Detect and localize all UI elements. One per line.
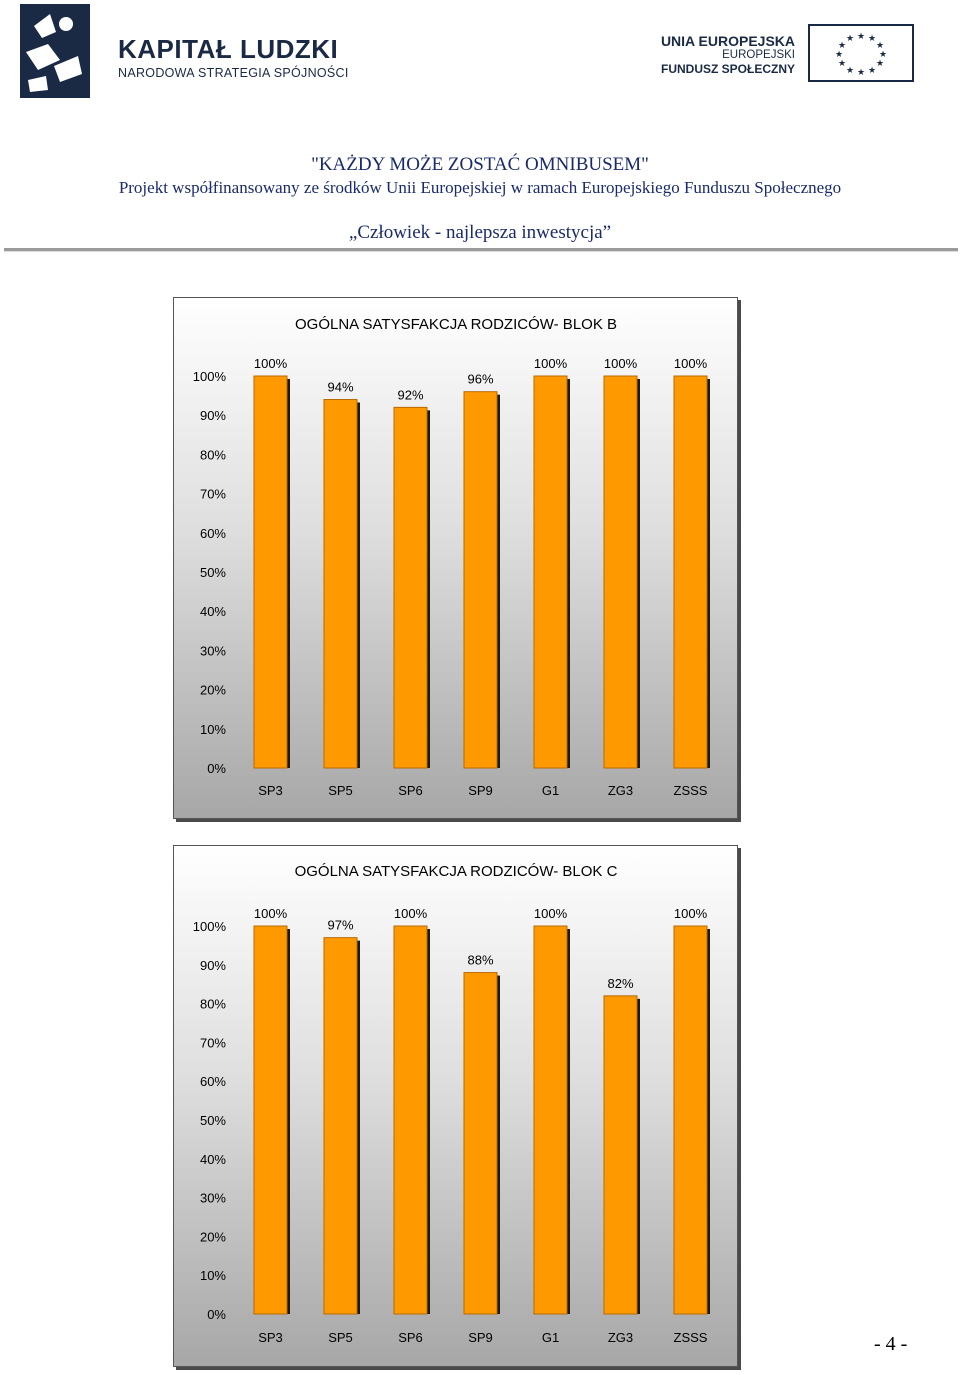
x-tick-label: ZG3 bbox=[608, 1330, 633, 1345]
chart-title: OGÓLNA SATYSFAKCJA RODZICÓW- BLOK B bbox=[295, 316, 617, 333]
svg-text:★: ★ bbox=[868, 34, 876, 44]
svg-text:★: ★ bbox=[857, 32, 865, 42]
svg-text:★: ★ bbox=[857, 68, 865, 78]
y-tick-label: 50% bbox=[200, 1113, 226, 1128]
data-label: 96% bbox=[467, 372, 493, 387]
x-tick-label: SP3 bbox=[258, 1330, 283, 1345]
y-tick-label: 20% bbox=[200, 1229, 226, 1244]
bar-sp6 bbox=[393, 925, 428, 1315]
data-label: 100% bbox=[254, 356, 288, 371]
y-tick-label: 10% bbox=[200, 1268, 226, 1283]
bar-g1 bbox=[533, 925, 568, 1315]
svg-text:★: ★ bbox=[846, 34, 854, 44]
x-tick-label: G1 bbox=[542, 1330, 559, 1345]
y-tick-label: 100% bbox=[193, 919, 227, 934]
y-tick-label: 100% bbox=[193, 369, 227, 384]
bar-sp5 bbox=[323, 399, 358, 769]
data-label: 100% bbox=[254, 906, 288, 921]
bar-sp5 bbox=[323, 937, 358, 1315]
data-label: 100% bbox=[674, 356, 708, 371]
x-tick-label: SP5 bbox=[328, 783, 353, 798]
bar-zg3 bbox=[603, 995, 638, 1315]
project-title: "KAŻDY MOŻE ZOSTAĆ OMNIBUSEM" bbox=[311, 154, 649, 175]
x-tick-label: SP6 bbox=[398, 783, 423, 798]
bar-zsss bbox=[673, 925, 708, 1315]
data-label: 100% bbox=[604, 356, 638, 371]
y-tick-label: 80% bbox=[200, 447, 226, 462]
y-tick-label: 70% bbox=[200, 1035, 226, 1050]
y-tick-label: 80% bbox=[200, 997, 226, 1012]
kapital-ludzki-title: KAPITAŁ LUDZKI bbox=[118, 34, 339, 64]
data-label: 92% bbox=[397, 387, 423, 402]
bar-zg3 bbox=[603, 375, 638, 769]
eu-line-2: EUROPEJSKI bbox=[722, 49, 795, 61]
y-tick-label: 0% bbox=[207, 1307, 226, 1322]
eu-line-3: FUNDUSZ SPOŁECZNY bbox=[660, 62, 795, 76]
svg-text:★: ★ bbox=[868, 66, 876, 76]
svg-text:★: ★ bbox=[835, 50, 843, 60]
y-tick-label: 30% bbox=[200, 1191, 226, 1206]
chart-blok-c-svg: OGÓLNA SATYSFAKCJA RODZICÓW- BLOK C 0% 10%… bbox=[193, 863, 710, 1345]
y-tick-label: 40% bbox=[200, 1152, 226, 1167]
x-tick-label: SP9 bbox=[468, 783, 493, 798]
kapital-ludzki-emblem-icon bbox=[20, 4, 90, 98]
svg-text:★: ★ bbox=[846, 66, 854, 76]
page-number: - 4 - bbox=[874, 1333, 908, 1355]
svg-text:★: ★ bbox=[876, 59, 884, 69]
bar-sp6 bbox=[393, 406, 428, 769]
chart-blok-b-svg: OGÓLNA SATYSFAKCJA RODZICÓW- BLOK B 0% 10%… bbox=[193, 316, 710, 798]
eu-flag-icon: ★ ★ ★ ★ ★ ★ ★ ★ ★ ★ ★ ★ bbox=[808, 24, 914, 82]
data-label: 94% bbox=[327, 380, 353, 395]
data-label: 100% bbox=[534, 356, 568, 371]
slogan: „Człowiek - najlepsza inwestycja” bbox=[348, 222, 612, 243]
x-tick-label: ZSSS bbox=[674, 1330, 708, 1345]
x-tick-label: ZSSS bbox=[674, 783, 708, 798]
bar-sp9 bbox=[463, 972, 498, 1315]
bar-g1 bbox=[533, 375, 568, 769]
eu-line-1: UNIA EUROPEJSKA bbox=[660, 33, 795, 49]
y-tick-label: 50% bbox=[200, 565, 226, 580]
data-label: 100% bbox=[534, 906, 568, 921]
y-tick-label: 70% bbox=[200, 487, 226, 502]
chart-blok-c: OGÓLNA SATYSFAKCJA RODZICÓW- BLOK C 0% 10%… bbox=[173, 845, 738, 1367]
bar-sp9 bbox=[463, 391, 498, 769]
data-label: 88% bbox=[467, 953, 493, 968]
data-label: 100% bbox=[674, 906, 708, 921]
y-tick-label: 90% bbox=[200, 408, 226, 423]
svg-text:★: ★ bbox=[838, 59, 846, 69]
project-subtitle: Projekt współfinansowany ze środków Unii… bbox=[118, 178, 842, 197]
y-tick-label: 20% bbox=[200, 683, 226, 698]
y-tick-label: 60% bbox=[200, 1074, 226, 1089]
chart-title: OGÓLNA SATYSFAKCJA RODZICÓW- BLOK C bbox=[295, 863, 618, 880]
svg-text:★: ★ bbox=[876, 41, 884, 51]
bar-zsss bbox=[673, 375, 708, 769]
y-tick-label: 0% bbox=[207, 761, 226, 776]
x-tick-label: SP6 bbox=[398, 1330, 423, 1345]
x-tick-label: SP3 bbox=[258, 783, 283, 798]
y-tick-label: 30% bbox=[200, 643, 226, 658]
data-label: 97% bbox=[327, 918, 353, 933]
x-tick-label: G1 bbox=[542, 783, 559, 798]
header-divider bbox=[4, 248, 958, 252]
chart-blok-b: OGÓLNA SATYSFAKCJA RODZICÓW- BLOK B 0% 10%… bbox=[173, 297, 738, 819]
x-tick-label: SP9 bbox=[468, 1330, 493, 1345]
data-label: 82% bbox=[607, 976, 633, 991]
kapital-ludzki-subtitle: NARODOWA STRATEGIA SPÓJNOŚCI bbox=[118, 66, 349, 80]
bar-sp3 bbox=[253, 925, 288, 1315]
bar-sp3 bbox=[253, 375, 288, 769]
x-tick-label: SP5 bbox=[328, 1330, 353, 1345]
eu-fund-logo-text: UNIA EUROPEJSKA EUROPEJSKI FUNDUSZ SPOŁE… bbox=[661, 34, 795, 76]
x-tick-label: ZG3 bbox=[608, 783, 633, 798]
svg-text:★: ★ bbox=[879, 50, 887, 60]
y-tick-label: 40% bbox=[200, 604, 226, 619]
y-tick-label: 60% bbox=[200, 526, 226, 541]
y-tick-label: 10% bbox=[200, 722, 226, 737]
kapital-ludzki-logo: KAPITAŁ LUDZKI NARODOWA STRATEGIA SPÓJNO… bbox=[20, 4, 380, 100]
y-tick-label: 90% bbox=[200, 958, 226, 973]
data-label: 100% bbox=[394, 906, 428, 921]
svg-text:★: ★ bbox=[838, 41, 846, 51]
